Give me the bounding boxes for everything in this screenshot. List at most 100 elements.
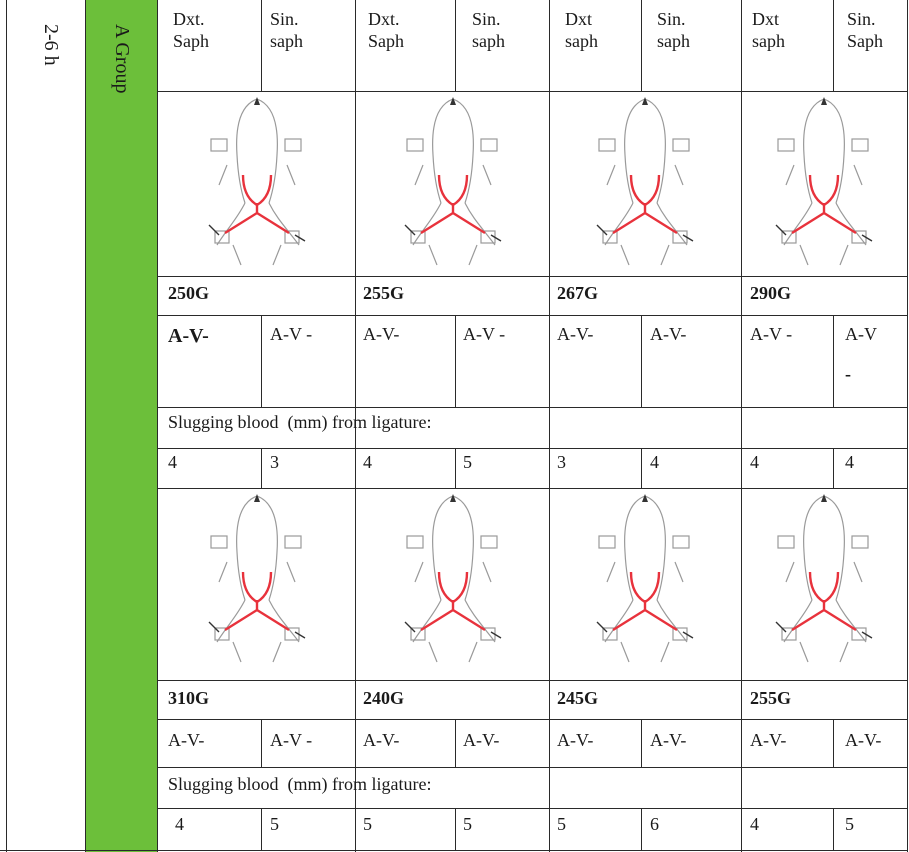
header-cell: Sin. saph: [270, 9, 303, 51]
av-cell: A-V: [845, 324, 877, 344]
rat-vessel-diagram: [208, 97, 306, 266]
col-line: [455, 315, 456, 407]
col-line: [455, 448, 456, 488]
slugging-label: Slugging blood (mm) from ligature:: [168, 412, 432, 432]
slug-cell: 5: [363, 814, 372, 834]
av-cell: A-V-: [845, 730, 882, 750]
row-line: [157, 808, 908, 809]
av-cell: A-V -: [270, 730, 313, 750]
col-line: [641, 0, 642, 91]
col-line: [833, 448, 834, 488]
col-line: [261, 808, 262, 850]
rat-vessel-diagram: [596, 97, 694, 266]
weight-cell: 255G: [363, 283, 405, 303]
col-line: [355, 0, 356, 852]
slug-cell: 4: [363, 452, 372, 472]
slug-cell: 4: [750, 452, 759, 472]
group-band: [86, 0, 157, 852]
slug-cell: 3: [557, 452, 566, 472]
rat-vessel-diagram: [404, 97, 502, 266]
av-cell: A-V -: [463, 324, 506, 344]
col-line: [455, 808, 456, 850]
slug-cell: 6: [650, 814, 659, 834]
row-line: [157, 719, 908, 720]
col-line: [261, 315, 262, 407]
row-line: [157, 315, 908, 316]
weight-cell: 245G: [557, 688, 599, 708]
header-cell: Dxt. Saph: [173, 9, 209, 51]
slug-cell: 3: [270, 452, 279, 472]
av-cell: A-V -: [750, 324, 793, 344]
slug-cell: 4: [650, 452, 659, 472]
row-line: [157, 448, 908, 449]
row-line: [0, 850, 908, 851]
table-border-right: [907, 0, 908, 852]
row-line: [157, 276, 908, 277]
col-line: [833, 0, 834, 91]
rat-vessel-diagram: [404, 494, 502, 663]
col-line: [833, 808, 834, 850]
av-cell: A-V-: [168, 325, 209, 347]
weight-cell: 310G: [168, 688, 210, 708]
col-line: [261, 719, 262, 767]
weight-cell: 290G: [750, 283, 792, 303]
col-line: [641, 808, 642, 850]
col-line: [261, 448, 262, 488]
slug-cell: 5: [463, 452, 472, 472]
rat-vessel-diagram: [208, 494, 306, 663]
weight-cell: 240G: [363, 688, 405, 708]
col-line: [455, 719, 456, 767]
slug-cell: 4: [168, 452, 177, 472]
header-cell: Sin. saph: [657, 9, 690, 51]
col-line: [641, 315, 642, 407]
col-line: [549, 0, 550, 852]
rat-vessel-diagram: [775, 494, 873, 663]
av-cell: A-V -: [270, 324, 313, 344]
group-label: A Group: [111, 24, 133, 94]
av-cell: A-V-: [363, 730, 400, 750]
av-cell-extra: -: [845, 364, 851, 384]
slug-cell: 5: [845, 814, 854, 834]
slug-cell: 4: [845, 452, 854, 472]
av-cell: A-V-: [168, 730, 205, 750]
time-cell: [0, 0, 85, 852]
av-cell: A-V-: [463, 730, 500, 750]
row-line: [157, 680, 908, 681]
time-label: 2-6 h: [40, 24, 62, 66]
av-cell: A-V-: [557, 730, 594, 750]
header-cell: Sin. Saph: [847, 9, 883, 51]
weight-cell: 250G: [168, 283, 210, 303]
col-line: [741, 0, 742, 852]
slugging-label: Slugging blood (mm) from ligature:: [168, 774, 432, 794]
row-line: [157, 767, 908, 768]
table-border-green: [157, 0, 158, 852]
av-cell: A-V-: [650, 730, 687, 750]
weight-cell: 255G: [750, 688, 792, 708]
rat-vessel-diagram: [596, 494, 694, 663]
col-line: [641, 448, 642, 488]
av-cell: A-V-: [650, 324, 687, 344]
row-line: [157, 407, 908, 408]
header-cell: Dxt saph: [565, 9, 598, 51]
header-cell: Dxt saph: [752, 9, 785, 51]
av-cell: A-V-: [363, 324, 400, 344]
slug-cell: 5: [463, 814, 472, 834]
col-line: [641, 719, 642, 767]
col-line: [261, 0, 262, 91]
av-cell: A-V-: [557, 324, 594, 344]
slug-cell: 4: [750, 814, 759, 834]
slug-cell: 5: [270, 814, 279, 834]
table-border-left: [6, 0, 7, 852]
header-cell: Sin. saph: [472, 9, 505, 51]
table-border-time: [85, 0, 86, 852]
slug-cell: 4: [175, 814, 184, 834]
weight-cell: 267G: [557, 283, 599, 303]
col-line: [833, 315, 834, 407]
col-line: [455, 0, 456, 91]
av-cell: A-V-: [750, 730, 787, 750]
row-line: [157, 91, 908, 92]
rat-vessel-diagram: [775, 97, 873, 266]
slug-cell: 5: [557, 814, 566, 834]
header-cell: Dxt. Saph: [368, 9, 404, 51]
